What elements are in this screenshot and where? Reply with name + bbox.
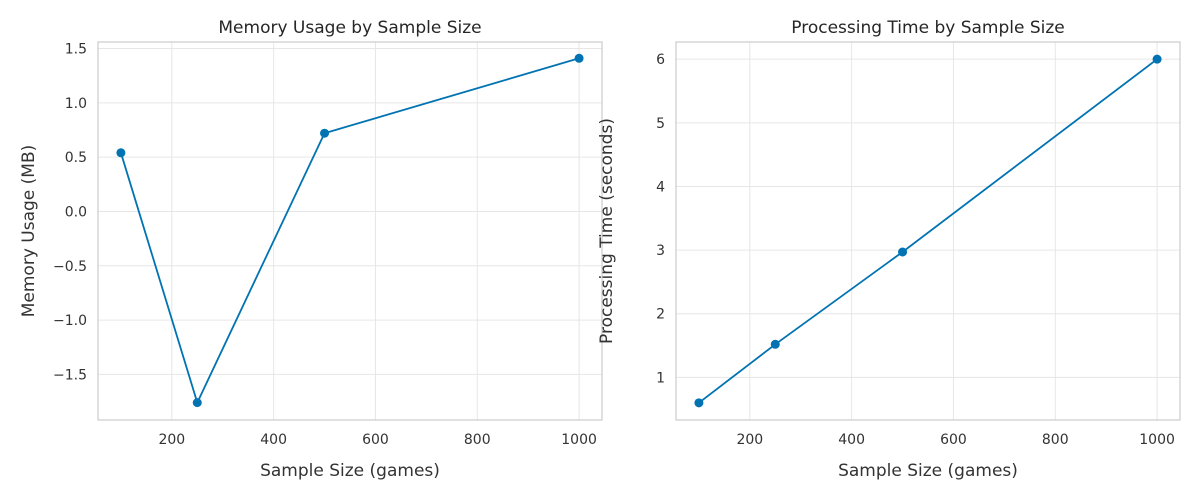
data-point: [574, 53, 584, 63]
x-tick-label: 1000: [1139, 432, 1175, 448]
y-tick-label: 2: [656, 307, 665, 323]
data-point: [192, 398, 202, 408]
y-tick-label: −0.5: [53, 259, 87, 275]
y-tick-label: 4: [656, 179, 665, 195]
y-tick-label: −1.0: [53, 313, 87, 329]
data-point: [320, 128, 330, 138]
y-axis-label: Processing Time (seconds): [597, 118, 617, 344]
data-point: [694, 398, 704, 408]
chart-panel-1: 200 400 600 800 1000 −1.5 −1.0 −0.5 0.0 0.5 1.0 1.5…: [19, 18, 603, 481]
x-tick-label: 400: [260, 432, 287, 448]
y-tick-label: 1: [656, 370, 665, 386]
y-tick-label: −1.5: [53, 367, 87, 383]
data-point: [1152, 54, 1162, 64]
x-tick-label: 400: [838, 432, 865, 448]
data-point: [116, 148, 126, 158]
y-tick-label: 3: [656, 243, 665, 259]
plot-frame: [675, 41, 1181, 421]
series-line: [120, 57, 580, 406]
x-tick-label: 600: [362, 432, 389, 448]
chart-panel-2: 200 400 600 800 1000 1 2 3 4 5 6 Processing Time by…: [597, 18, 1181, 481]
y-tick-label: 1.5: [65, 42, 87, 58]
series-line: [698, 58, 1158, 404]
y-tick-label: 5: [656, 116, 665, 132]
data-point: [770, 339, 780, 349]
x-tick-label: 1000: [561, 432, 597, 448]
x-tick-label: 800: [1042, 432, 1069, 448]
x-tick-label: 200: [736, 432, 763, 448]
x-tick-label: 600: [940, 432, 967, 448]
x-tick-label: 200: [158, 432, 185, 448]
y-tick-label: 0.5: [65, 150, 87, 166]
plot-frame: [97, 41, 603, 421]
plot-area: [98, 42, 602, 420]
y-tick-label: 6: [656, 52, 665, 68]
x-tick-label: 800: [464, 432, 491, 448]
y-axis-label: Memory Usage (MB): [19, 145, 39, 318]
y-tick-label: 1.0: [65, 96, 87, 112]
chart-title: Processing Time by Sample Size: [791, 18, 1065, 38]
data-point: [898, 247, 908, 257]
chart-title: Memory Usage by Sample Size: [218, 18, 481, 38]
y-tick-label: 0.0: [65, 204, 87, 220]
x-axis-label: Sample Size (games): [260, 461, 440, 481]
x-axis-label: Sample Size (games): [838, 461, 1018, 481]
